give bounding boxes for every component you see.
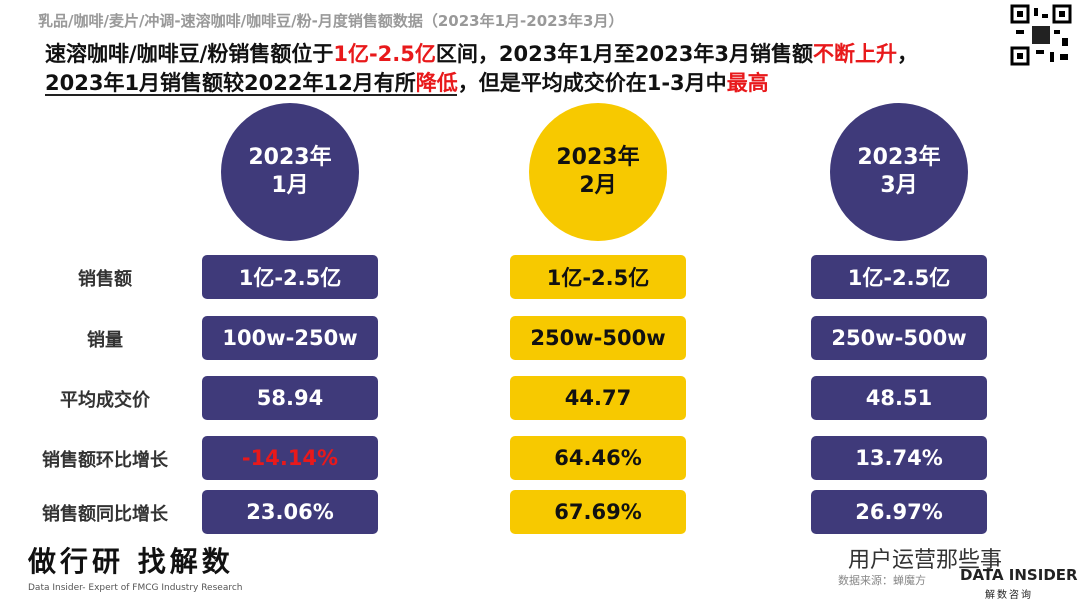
month-label: 2023年 (857, 145, 941, 170)
underline (45, 94, 457, 96)
value-cell: 64.46% (510, 436, 686, 480)
headline-segment: 最高 (726, 71, 769, 95)
qr-code (1010, 4, 1072, 66)
month-label: 1月 (271, 173, 309, 198)
brand: DATA INSIDER (960, 566, 1078, 584)
headline-segment: 降低 (415, 71, 458, 95)
row-label: 销售额同比增长 (42, 504, 168, 525)
value-cell: 1亿-2.5亿 (811, 255, 987, 299)
headline-segment: 区间，2023年1月至2023年3月销售额 (435, 42, 813, 66)
slogan: 做行研 找解数 (28, 545, 234, 578)
headline-segment: ， (897, 42, 918, 66)
value-cell: 44.77 (510, 376, 686, 420)
month-label: 2023年 (248, 145, 332, 170)
headline-segment: ，但是平均成交价在1-3月中 (457, 71, 727, 95)
row-label: 销售额 (78, 269, 132, 290)
month-circle: 2023年 1月 (221, 103, 359, 241)
month-label: 2月 (579, 173, 617, 198)
value-cell: 100w-250w (202, 316, 378, 360)
value-cell: 250w-500w (510, 316, 686, 360)
headline: 2023年1月销售额较2022年12月有所降低，但是平均成交价在1-3月中最高 (45, 67, 769, 97)
watermark: 用户运营那些事 (848, 548, 1003, 573)
value-cell: 23.06% (202, 490, 378, 534)
month-label: 2023年 (556, 145, 640, 170)
value-cell: 48.51 (811, 376, 987, 420)
brand-cn: 解数咨询 (985, 590, 1033, 601)
value-cell: 67.69% (510, 490, 686, 534)
month-circle: 2023年 3月 (830, 103, 968, 241)
value-cell: 1亿-2.5亿 (510, 255, 686, 299)
value-cell: 13.74% (811, 436, 987, 480)
headline: 速溶咖啡/咖啡豆/粉销售额位于1亿-2.5亿区间，2023年1月至2023年3月… (45, 38, 918, 68)
headline-segment: 速溶咖啡/咖啡豆/粉销售额位于 (45, 42, 334, 66)
row-label: 销量 (87, 330, 123, 351)
value-cell: -14.14% (202, 436, 378, 480)
tagline: Data Insider- Expert of FMCG Industry Re… (28, 583, 243, 593)
month-circle: 2023年 2月 (529, 103, 667, 241)
headline-segment: 不断上升 (813, 42, 897, 66)
value-cell: 1亿-2.5亿 (202, 255, 378, 299)
headline-segment: 1亿-2.5亿 (333, 42, 436, 66)
row-label: 销售额环比增长 (42, 450, 168, 471)
value-cell: 250w-500w (811, 316, 987, 360)
value-cell: 26.97% (811, 490, 987, 534)
source-note: 数据来源：蝉魔方 (838, 574, 926, 587)
subtitle: 乳品/咖啡/麦片/冲调-速溶咖啡/咖啡豆/粉-月度销售额数据（2023年1月-2… (38, 12, 624, 30)
value-cell: 58.94 (202, 376, 378, 420)
headline-segment: 2023年1月销售额较2022年12月有所 (45, 71, 416, 95)
row-label: 平均成交价 (60, 390, 150, 411)
month-label: 3月 (880, 173, 918, 198)
